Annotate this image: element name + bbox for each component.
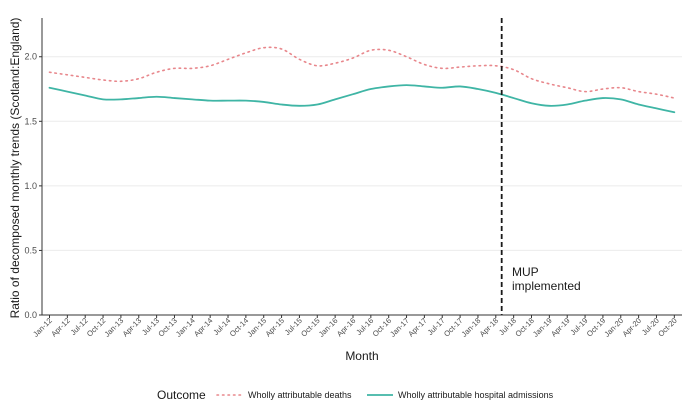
x-axis: Jan-12Apr-12Jul-12Oct-12Jan-13Apr-13Jul-… [31,314,682,339]
x-tick-label: Jan-16 [317,316,340,339]
series-line-deaths [48,46,676,99]
x-tick-label: Apr-14 [192,316,214,338]
x-tick-label: Oct-20 [656,316,678,338]
legend-label-admissions: Wholly attributable hospital admissions [398,390,554,400]
y-tick-label: 0.0 [24,310,37,320]
x-tick-label: Apr-17 [406,316,428,338]
x-tick-label: Jan-19 [531,316,554,339]
legend: Outcome Wholly attributable deaths Wholl… [157,388,554,402]
y-axis: 0.0 0.5 1.0 1.5 2.0 [24,18,43,320]
x-tick-label: Jan-13 [103,316,126,339]
series-lines [48,46,676,114]
y-tick-label: 1.5 [24,116,37,126]
x-tick-label: Jan-17 [388,316,411,339]
x-tick-label: Jan-18 [460,316,483,339]
legend-title: Outcome [157,388,206,402]
x-tick-label: Apr-15 [264,316,286,338]
gridlines [42,56,682,316]
x-tick-label: Apr-19 [549,316,571,338]
legend-label-deaths: Wholly attributable deaths [248,390,352,400]
y-axis-title: Ratio of decomposed monthly trends (Scot… [8,18,22,319]
x-tick-label: Jan-20 [602,316,625,339]
x-tick-label: Apr-20 [621,316,643,338]
mup-annotation-line2: implemented [512,279,581,293]
y-tick-label: 1.0 [24,181,37,191]
x-axis-title: Month [345,349,378,363]
y-tick-label: 0.5 [24,245,37,255]
y-tick-label: 2.0 [24,52,37,62]
mup-annotation-line1: MUP [512,265,539,279]
x-tick-label: Jan-14 [174,316,197,339]
x-tick-label: Apr-12 [49,316,71,338]
x-tick-label: Jan-15 [245,316,268,339]
x-tick-label: Apr-16 [335,316,357,338]
series-line-admissions [48,84,676,114]
x-tick-label: Apr-13 [121,316,143,338]
x-tick-label: Apr-18 [478,316,500,338]
plot-area [42,18,682,316]
